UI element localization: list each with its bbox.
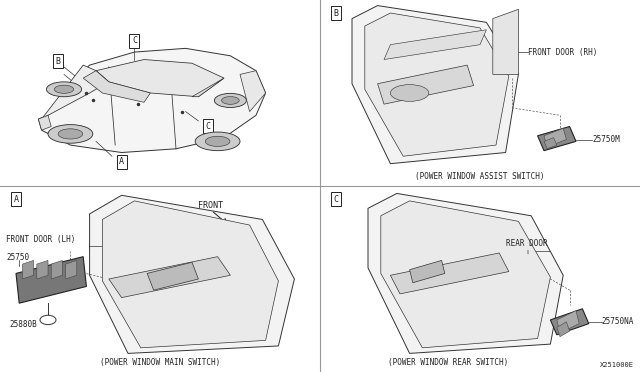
Text: C: C	[205, 122, 211, 131]
Text: FRONT DOOR (LH): FRONT DOOR (LH)	[6, 235, 76, 244]
Polygon shape	[16, 257, 86, 303]
Polygon shape	[550, 309, 589, 335]
Text: (POWER WINDOW ASSIST SWITCH): (POWER WINDOW ASSIST SWITCH)	[415, 172, 545, 181]
Ellipse shape	[221, 97, 239, 104]
Ellipse shape	[54, 85, 74, 93]
Text: 25750NA: 25750NA	[602, 317, 634, 326]
Polygon shape	[109, 257, 230, 298]
Polygon shape	[102, 201, 278, 348]
Polygon shape	[365, 13, 509, 156]
Polygon shape	[557, 311, 579, 333]
Polygon shape	[390, 253, 509, 294]
Polygon shape	[557, 322, 570, 337]
Polygon shape	[38, 115, 51, 130]
Polygon shape	[381, 201, 550, 348]
Ellipse shape	[48, 125, 93, 143]
Polygon shape	[544, 138, 557, 149]
Ellipse shape	[205, 136, 230, 147]
Polygon shape	[51, 260, 63, 279]
Polygon shape	[378, 65, 474, 104]
Polygon shape	[368, 193, 563, 353]
Text: (POWER WINDOW REAR SWITCH): (POWER WINDOW REAR SWITCH)	[388, 358, 508, 367]
Polygon shape	[384, 30, 486, 60]
Polygon shape	[90, 195, 294, 353]
Polygon shape	[96, 60, 224, 97]
Text: A: A	[13, 195, 19, 203]
Text: A: A	[119, 157, 124, 166]
Ellipse shape	[195, 132, 240, 151]
Text: B: B	[55, 57, 60, 66]
Text: 25750: 25750	[6, 253, 29, 262]
Text: FRONT DOOR (RH): FRONT DOOR (RH)	[528, 48, 597, 57]
Ellipse shape	[390, 84, 429, 101]
Text: X251000E: X251000E	[600, 362, 634, 368]
Polygon shape	[352, 6, 518, 164]
Text: 25750M: 25750M	[592, 135, 620, 144]
Text: C: C	[132, 36, 137, 45]
Circle shape	[40, 315, 56, 324]
Text: REAR DOOR: REAR DOOR	[506, 238, 547, 247]
Polygon shape	[42, 65, 109, 119]
Text: (POWER WINDOW MAIN SWITCH): (POWER WINDOW MAIN SWITCH)	[100, 358, 220, 367]
Polygon shape	[83, 71, 150, 102]
Text: B: B	[333, 9, 339, 17]
Ellipse shape	[46, 82, 82, 97]
Polygon shape	[240, 71, 266, 112]
Polygon shape	[410, 260, 445, 283]
Polygon shape	[66, 260, 77, 279]
Ellipse shape	[214, 93, 246, 108]
Polygon shape	[37, 260, 48, 279]
Polygon shape	[147, 262, 198, 290]
Polygon shape	[538, 126, 576, 151]
Polygon shape	[38, 48, 266, 153]
Text: FRONT: FRONT	[198, 201, 223, 210]
Ellipse shape	[58, 129, 83, 139]
Polygon shape	[544, 128, 566, 147]
Text: 25880B: 25880B	[10, 320, 37, 329]
Polygon shape	[493, 9, 518, 74]
Polygon shape	[22, 260, 34, 279]
Polygon shape	[192, 78, 224, 97]
Text: C: C	[333, 195, 339, 203]
